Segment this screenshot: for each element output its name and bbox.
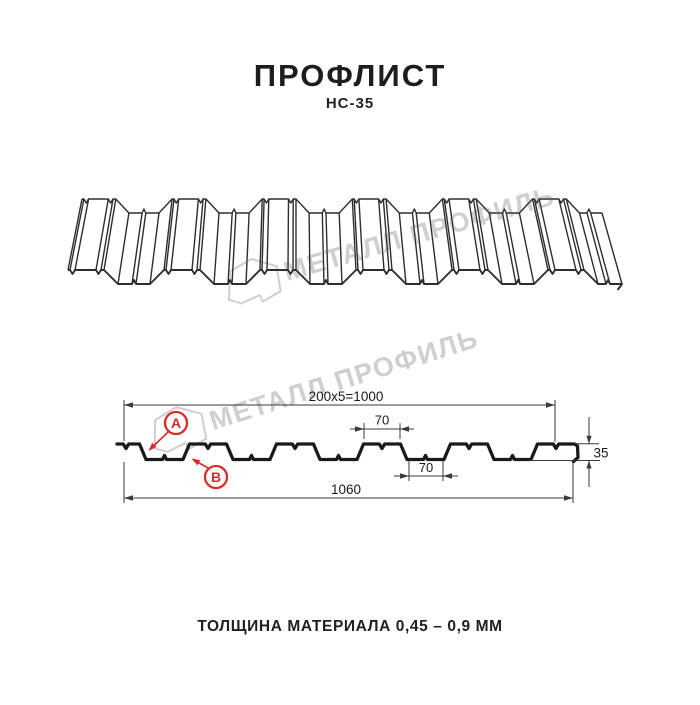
dimension-top-flange: 70 xyxy=(350,413,414,440)
watermark-text: МЕТАЛЛ ПРОФИЛЬ xyxy=(206,323,482,436)
dimension-wave-step: 200x5=1000 xyxy=(124,389,555,442)
marker-side-b: B xyxy=(190,456,227,488)
dimension-overall-width: 1060 xyxy=(124,462,573,503)
cross-section-drawing: 200x5=1000 70 70 xyxy=(117,389,609,503)
marker-a-letter: A xyxy=(171,415,181,431)
page-title: ПРОФЛИСТ xyxy=(0,58,700,94)
watermark-metal-profil-bottom: МЕТАЛЛ ПРОФИЛЬ xyxy=(145,314,484,459)
cross-section-profile xyxy=(117,444,578,462)
marker-side-a: A xyxy=(146,412,187,453)
dimension-height: 35 xyxy=(529,417,609,487)
dim-overall-label: 1060 xyxy=(331,482,361,497)
dimension-bottom-flange: 70 xyxy=(394,460,458,481)
profile-model-label: НС-35 xyxy=(0,95,700,112)
dim-height-label: 35 xyxy=(594,446,609,461)
material-thickness-note: ТОЛЩИНА МАТЕРИАЛА 0,45 – 0,9 ММ xyxy=(0,618,700,636)
dim-top-flange-label: 70 xyxy=(375,413,389,428)
dim-bottom-flange-label: 70 xyxy=(419,460,433,475)
marker-b-letter: B xyxy=(211,469,221,485)
dim-top-label: 200x5=1000 xyxy=(309,389,384,404)
